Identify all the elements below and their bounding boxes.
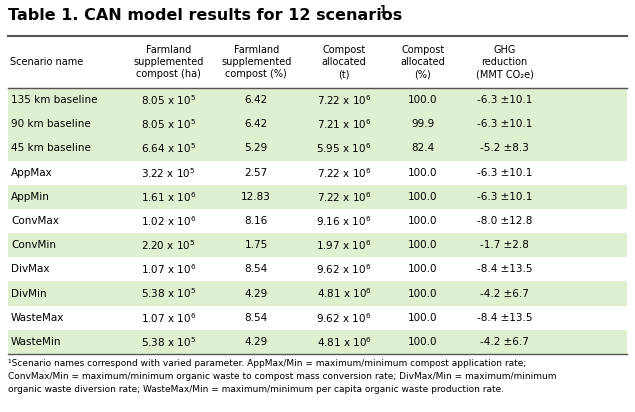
Text: -4.2 ±6.7: -4.2 ±6.7 [480, 337, 529, 347]
Text: 5.95 x 10$^6$: 5.95 x 10$^6$ [316, 142, 371, 155]
Text: DivMax: DivMax [11, 265, 50, 274]
Text: Farmland
supplemented
compost (%): Farmland supplemented compost (%) [221, 45, 291, 79]
Text: 100.0: 100.0 [408, 216, 438, 226]
Text: WasteMax: WasteMax [11, 313, 64, 323]
Text: -6.3 ±10.1: -6.3 ±10.1 [477, 95, 532, 105]
Bar [8, 161, 627, 185]
Bar [8, 330, 627, 354]
Text: 8.54: 8.54 [244, 265, 268, 274]
Text: 9.16 x 10$^6$: 9.16 x 10$^6$ [316, 214, 371, 228]
Text: 100.0: 100.0 [408, 168, 438, 178]
Text: -6.3 ±10.1: -6.3 ±10.1 [477, 168, 532, 178]
Text: 5.29: 5.29 [244, 143, 268, 153]
Text: 8.16: 8.16 [244, 216, 268, 226]
Text: 1.97 x 10$^6$: 1.97 x 10$^6$ [316, 238, 371, 252]
Text: WasteMin: WasteMin [11, 337, 62, 347]
Text: 4.29: 4.29 [244, 337, 268, 347]
Text: 100.0: 100.0 [408, 192, 438, 202]
Text: DivMin: DivMin [11, 288, 46, 299]
Text: 100.0: 100.0 [408, 313, 438, 323]
Text: 100.0: 100.0 [408, 240, 438, 250]
Bar [8, 209, 627, 233]
Text: Compost
allocated
(t): Compost allocated (t) [322, 45, 366, 79]
Text: 2.20 x 10$^5$: 2.20 x 10$^5$ [141, 238, 196, 252]
Text: -8.4 ±13.5: -8.4 ±13.5 [477, 313, 532, 323]
Text: 4.81 x 10$^6$: 4.81 x 10$^6$ [317, 335, 371, 349]
Text: ConvMax/Min = maximum/minimum organic waste to compost mass conversion rate; Div: ConvMax/Min = maximum/minimum organic wa… [8, 372, 556, 381]
Text: 9.62 x 10$^6$: 9.62 x 10$^6$ [316, 262, 371, 276]
Text: -5.2 ±8.3: -5.2 ±8.3 [480, 143, 529, 153]
Text: 8.05 x 10$^5$: 8.05 x 10$^5$ [141, 93, 196, 107]
Text: 90 km baseline: 90 km baseline [11, 119, 91, 129]
Bar [8, 185, 627, 209]
Text: 99.9: 99.9 [411, 119, 434, 129]
Text: -4.2 ±6.7: -4.2 ±6.7 [480, 288, 529, 299]
Text: 9.62 x 10$^6$: 9.62 x 10$^6$ [316, 311, 371, 325]
Text: 100.0: 100.0 [408, 288, 438, 299]
Text: 135 km baseline: 135 km baseline [11, 95, 98, 105]
Text: 6.42: 6.42 [244, 95, 268, 105]
Text: 5.38 x 10$^5$: 5.38 x 10$^5$ [141, 335, 196, 349]
Bar [8, 88, 627, 112]
Text: organic waste diversion rate; WasteMax/Min = maximum/minimum per capita organic : organic waste diversion rate; WasteMax/M… [8, 385, 504, 394]
Text: -8.4 ±13.5: -8.4 ±13.5 [477, 265, 532, 274]
Text: 8.54: 8.54 [244, 313, 268, 323]
Text: 1: 1 [380, 5, 387, 15]
Text: 45 km baseline: 45 km baseline [11, 143, 91, 153]
Text: Scenario name: Scenario name [10, 57, 83, 67]
Text: Compost
allocated
(%): Compost allocated (%) [400, 45, 445, 79]
Text: AppMin: AppMin [11, 192, 50, 202]
Text: 6.42: 6.42 [244, 119, 268, 129]
Text: 100.0: 100.0 [408, 265, 438, 274]
Text: Table 1. CAN model results for 12 scenarios: Table 1. CAN model results for 12 scenar… [8, 8, 402, 23]
Text: 7.22 x 10$^6$: 7.22 x 10$^6$ [317, 166, 371, 180]
Bar [8, 136, 627, 161]
Text: AppMax: AppMax [11, 168, 53, 178]
Text: ¹Scenario names correspond with varied parameter. AppMax/Min = maximum/minimum c: ¹Scenario names correspond with varied p… [8, 359, 526, 368]
Text: 7.22 x 10$^6$: 7.22 x 10$^6$ [317, 190, 371, 204]
Text: ConvMin: ConvMin [11, 240, 56, 250]
Text: 82.4: 82.4 [411, 143, 434, 153]
Text: 7.22 x 10$^6$: 7.22 x 10$^6$ [317, 93, 371, 107]
Bar [8, 112, 627, 136]
Text: GHG
reduction
(MMT CO₂e): GHG reduction (MMT CO₂e) [476, 45, 533, 79]
Text: 6.64 x 10$^5$: 6.64 x 10$^5$ [141, 142, 196, 155]
Text: 1.02 x 10$^6$: 1.02 x 10$^6$ [141, 214, 196, 228]
Text: 3.22 x 10$^5$: 3.22 x 10$^5$ [141, 166, 196, 180]
Text: -6.3 ±10.1: -6.3 ±10.1 [477, 192, 532, 202]
Text: -1.7 ±2.8: -1.7 ±2.8 [480, 240, 529, 250]
Text: 4.81 x 10$^6$: 4.81 x 10$^6$ [317, 287, 371, 300]
Text: ConvMax: ConvMax [11, 216, 59, 226]
Text: 5.38 x 10$^5$: 5.38 x 10$^5$ [141, 287, 196, 300]
Text: 2.57: 2.57 [244, 168, 268, 178]
Bar [8, 233, 627, 257]
Bar [8, 306, 627, 330]
Text: 100.0: 100.0 [408, 95, 438, 105]
Text: 4.29: 4.29 [244, 288, 268, 299]
Text: 1.07 x 10$^6$: 1.07 x 10$^6$ [141, 311, 196, 325]
Text: Farmland
supplemented
compost (ha): Farmland supplemented compost (ha) [133, 45, 203, 79]
Text: 1.07 x 10$^6$: 1.07 x 10$^6$ [141, 262, 196, 276]
Text: 8.05 x 10$^5$: 8.05 x 10$^5$ [141, 117, 196, 131]
Text: 1.75: 1.75 [244, 240, 268, 250]
Bar [8, 281, 627, 306]
Text: 12.83: 12.83 [241, 192, 271, 202]
Text: 1.61 x 10$^6$: 1.61 x 10$^6$ [141, 190, 196, 204]
Text: -8.0 ±12.8: -8.0 ±12.8 [477, 216, 532, 226]
Text: 100.0: 100.0 [408, 337, 438, 347]
Text: 7.21 x 10$^6$: 7.21 x 10$^6$ [317, 117, 371, 131]
Bar [8, 257, 627, 281]
Text: -6.3 ±10.1: -6.3 ±10.1 [477, 119, 532, 129]
